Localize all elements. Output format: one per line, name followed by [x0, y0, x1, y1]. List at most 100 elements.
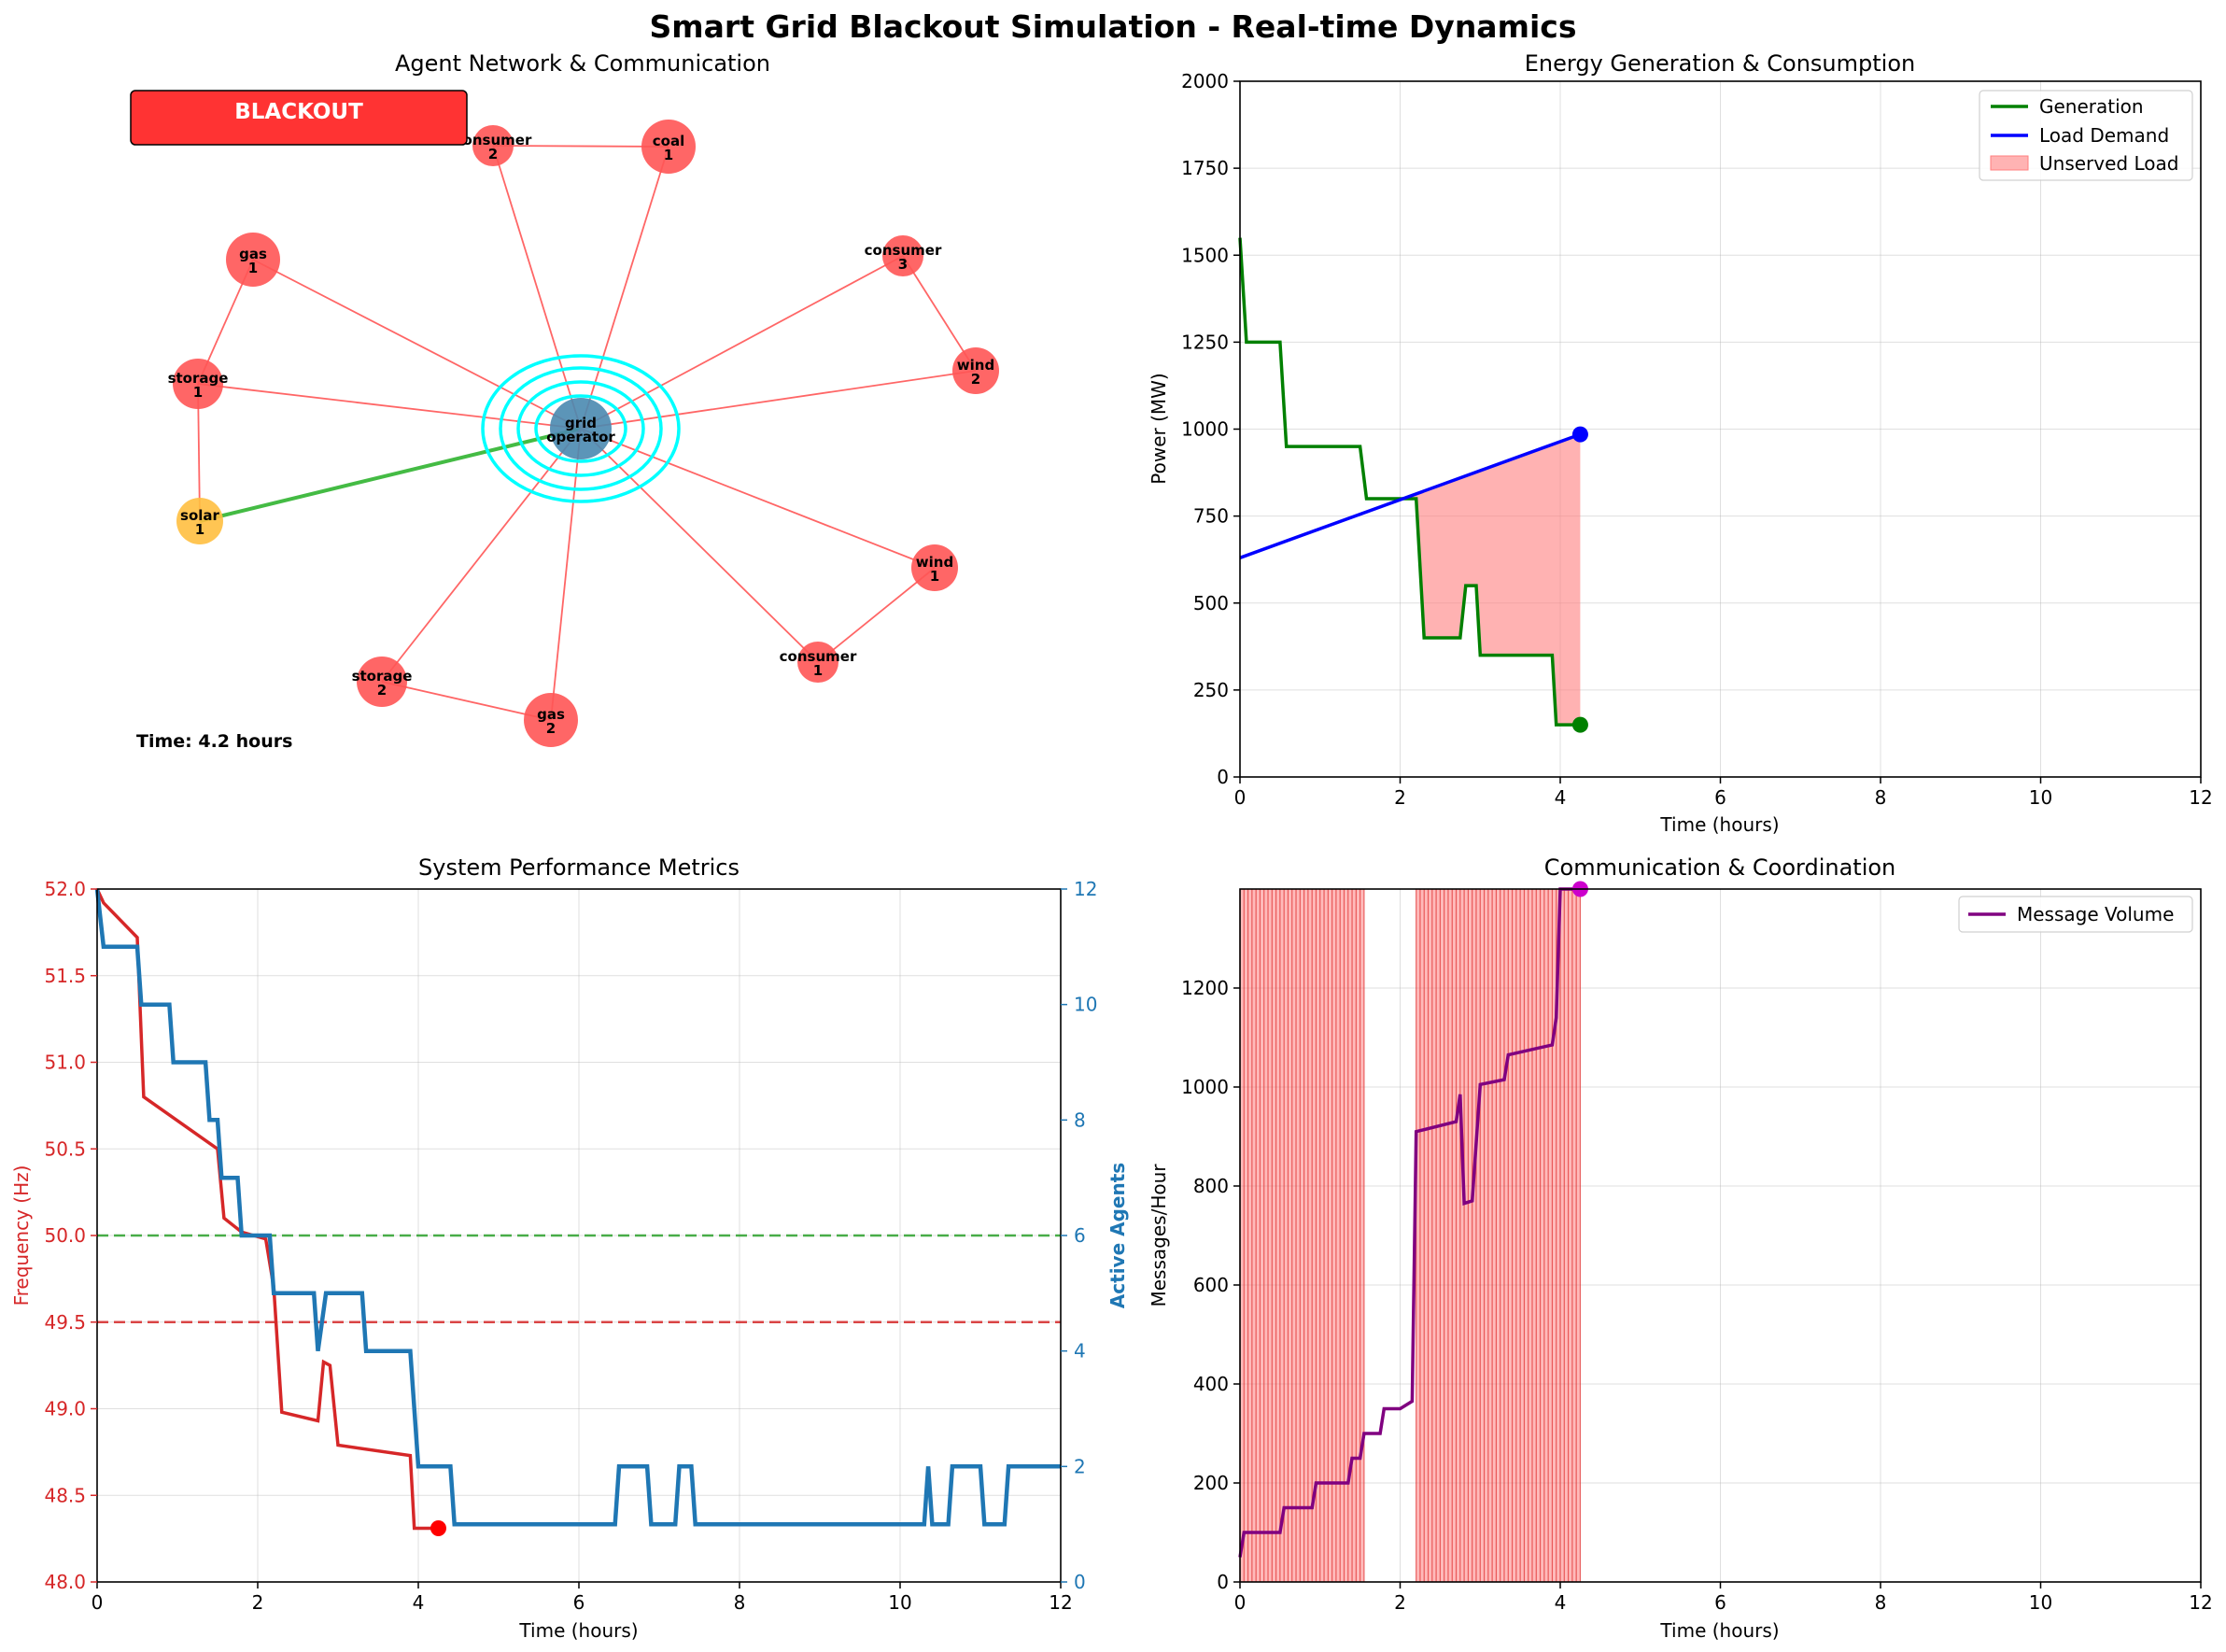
- node-label-storage_1: storage: [168, 370, 229, 387]
- performance-xlabel: Time (hours): [518, 1619, 638, 1642]
- node-gas_1: [226, 233, 280, 287]
- node-sublabel-storage_1: 1: [193, 384, 203, 401]
- energy-xtick-label-4: 8: [1875, 786, 1887, 809]
- network-edge-grid_operator-coal_1: [580, 146, 669, 430]
- energy-xtick-label-0: 0: [1234, 786, 1247, 809]
- performance-xtick-label-3: 6: [573, 1591, 585, 1614]
- failure-span-0: [1240, 889, 1364, 1582]
- network-title: Agent Network & Communication: [395, 50, 770, 77]
- performance-xtick-label-0: 0: [92, 1591, 104, 1614]
- performance-ytick-label-8: 52.0: [44, 878, 86, 900]
- performance-ytick-label-1: 48.5: [44, 1484, 86, 1506]
- communication-panel: Communication & Coordination 0 2 4 6 8 10 12 0 2…: [1148, 854, 2213, 1642]
- network-nodes: gridoperatorconsumer2coal1gas1consumer3s…: [168, 120, 999, 747]
- energy-ytick-label-2: 500: [1193, 592, 1229, 614]
- time-readout: Time: 4.2 hours: [136, 731, 292, 752]
- communication-xtick-label-1: 2: [1394, 1591, 1406, 1614]
- communication-xlabel: Time (hours): [1659, 1619, 1779, 1642]
- energy-ytick-label-7: 1750: [1181, 157, 1229, 179]
- node-label-consumer_1: consumer: [780, 648, 857, 665]
- agents-ytick-label-6: 12: [1074, 878, 1097, 900]
- energy-title: Energy Generation & Consumption: [1525, 50, 1915, 77]
- legend-messages-label: Message Volume: [2017, 903, 2174, 925]
- communication-ring-4: [481, 354, 681, 503]
- node-label-solar_1: solar: [180, 507, 219, 524]
- node-sublabel-consumer_1: 1: [813, 662, 823, 679]
- communication-ytick-label-1: 200: [1193, 1472, 1229, 1494]
- network-edge-grid_operator-gas_2: [550, 428, 582, 721]
- node-sublabel-solar_1: 1: [195, 521, 204, 538]
- network-edge-grid_operator-storage_2: [381, 428, 582, 683]
- performance-ytick-label-3: 49.5: [44, 1311, 86, 1334]
- energy-xlabel: Time (hours): [1659, 813, 1779, 836]
- frequency-line: [95, 888, 439, 1531]
- communication-ring-3: [499, 366, 663, 491]
- node-consumer_1: [797, 642, 838, 683]
- network-edge-grid_operator-wind_2: [580, 370, 977, 430]
- blackout-badge-text: BLACKOUT: [234, 100, 363, 124]
- node-wind_1: [911, 544, 958, 591]
- energy-grid: [1239, 80, 2202, 778]
- energy-panel: Energy Generation & Consumption 0 2 4 6 8 10 1…: [1148, 50, 2213, 836]
- energy-ytick-label-0: 0: [1217, 766, 1229, 788]
- energy-xtick-label-2: 4: [1555, 786, 1567, 809]
- node-sublabel-wind_1: 1: [930, 568, 939, 585]
- network-edge-grid_operator-solar_1: [199, 427, 582, 523]
- agents-ytick-label-0: 0: [1074, 1571, 1086, 1593]
- performance-ytick-label-7: 51.5: [44, 965, 86, 987]
- generation-line: [1238, 237, 1581, 727]
- node-sublabel-grid_operator: operator: [546, 429, 615, 445]
- communication-title: Communication & Coordination: [1544, 854, 1896, 881]
- performance-xtick-label-4: 8: [734, 1591, 746, 1614]
- network-edge-consumer_2-coal_1: [492, 145, 669, 148]
- node-label-gas_2: gas: [537, 706, 565, 723]
- energy-series: [1238, 237, 1588, 733]
- node-storage_2: [357, 657, 407, 707]
- agents-ytick-label-5: 10: [1074, 994, 1097, 1016]
- node-sublabel-wind_2: 2: [971, 371, 980, 388]
- energy-ytick-label-1: 250: [1193, 679, 1229, 701]
- energy-ticks: 0 2 4 6 8 10 12 0 250 500 750 1000 1250 1500 1750 2000: [1181, 70, 2213, 809]
- legend-generation-label: Generation: [2039, 95, 2144, 118]
- node-label-coal_1: coal: [653, 133, 684, 149]
- network-edge-grid_operator-wind_1: [580, 428, 936, 569]
- energy-xtick-label-6: 12: [2189, 786, 2212, 809]
- energy-ytick-label-8: 2000: [1181, 70, 1229, 92]
- energy-ytick-label-3: 750: [1193, 505, 1229, 528]
- communication-ring-1: [534, 394, 627, 463]
- load-current-point: [1571, 426, 1588, 443]
- communication-xtick-label-5: 10: [2029, 1591, 2052, 1614]
- communication-legend: Message Volume: [1958, 896, 2193, 933]
- load-demand-line: [1239, 432, 1581, 559]
- communication-ytick-label-3: 600: [1193, 1274, 1229, 1296]
- blackout-badge: [130, 90, 468, 146]
- node-consumer_3: [882, 235, 923, 276]
- node-label-wind_1: wind: [916, 554, 953, 571]
- node-grid_operator: [550, 398, 612, 459]
- agents-ytick-label-4: 8: [1074, 1108, 1086, 1131]
- frequency-current-point: [430, 1519, 446, 1536]
- performance-title: System Performance Metrics: [418, 854, 740, 881]
- node-consumer_2: [472, 125, 514, 166]
- node-sublabel-gas_2: 2: [546, 720, 556, 737]
- node-label-consumer_2: consumer: [455, 132, 532, 148]
- unserved-load-area: [1412, 434, 1581, 726]
- communication-xtick-label-4: 8: [1875, 1591, 1887, 1614]
- agents-ytick-label-1: 2: [1074, 1455, 1086, 1477]
- performance-series: [94, 888, 1061, 1536]
- communication-rings: [481, 354, 681, 503]
- network-edge-grid_operator-consumer_2: [492, 145, 582, 430]
- performance-ytick-label-6: 51.0: [44, 1052, 86, 1074]
- energy-xtick-label-1: 2: [1394, 786, 1406, 809]
- performance-ytick-label-4: 50.0: [44, 1224, 86, 1247]
- node-coal_1: [641, 120, 696, 174]
- legend-load-label: Load Demand: [2039, 124, 2169, 147]
- communication-xtick-label-3: 6: [1714, 1591, 1726, 1614]
- node-label-grid_operator: grid: [565, 415, 597, 431]
- communication-ylabel: Messages/Hour: [1148, 1164, 1170, 1307]
- message-volume-line: [1238, 887, 1581, 1558]
- network-edge-grid_operator-storage_1: [197, 383, 582, 430]
- performance-ticks: 0 2 4 6 8 10 12 48.0 48.5 49.0 49.5 50.0 50.5 51.0 51.…: [44, 878, 1097, 1614]
- network-edge-grid_operator-consumer_1: [580, 428, 819, 663]
